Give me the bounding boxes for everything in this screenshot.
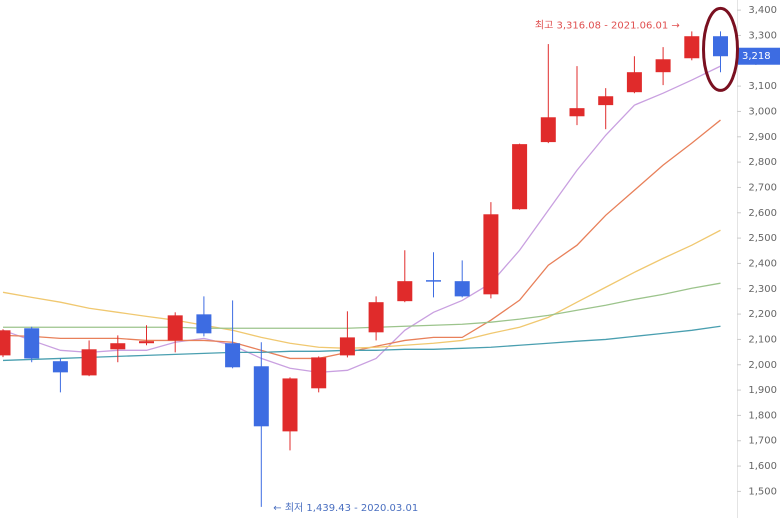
candle-body	[110, 343, 126, 350]
y-tick-label: 2,800	[748, 157, 777, 168]
y-axis: 1,500 1,600 1,700 1,800 1,900 2,000 2,100 2,200…	[737, 5, 780, 497]
candle-body	[540, 117, 556, 143]
candle-body	[598, 96, 614, 106]
y-tick-label: 3,000	[748, 106, 777, 117]
y-tick-label: 2,000	[748, 360, 777, 371]
candle-body	[139, 341, 154, 344]
low-annotation: ← 최저 1,439.43 - 2020.03.01	[273, 502, 418, 514]
y-tick-label: 2,300	[748, 284, 777, 295]
candle-body	[512, 144, 528, 210]
last-price-tag	[738, 47, 780, 65]
candle-body	[483, 214, 499, 295]
candle-body	[397, 281, 413, 302]
y-tick-label: 2,400	[748, 258, 777, 269]
highlight-ring	[702, 6, 739, 92]
candle-body	[253, 366, 269, 427]
last-price-label: 3,218	[742, 51, 771, 62]
moving-average-line	[2, 325, 721, 362]
candle-body	[282, 378, 298, 432]
y-tick-label: 1,700	[748, 436, 777, 447]
y-tick-label: 3,300	[748, 30, 777, 41]
moving-average-line	[2, 65, 721, 374]
y-tick-label: 1,900	[748, 385, 777, 396]
candle-body	[196, 314, 212, 334]
y-tick-label: 3,100	[748, 81, 777, 92]
moving-average-line	[3, 282, 721, 329]
candle-body	[713, 36, 728, 57]
y-tick-label: 1,600	[748, 461, 777, 472]
moving-average-line	[2, 119, 721, 360]
candle-body	[655, 59, 671, 73]
candle-body	[0, 330, 11, 356]
high-annotation: 최고 3,316.08 - 2021.06.01 →	[535, 19, 680, 31]
candle-body	[684, 36, 700, 59]
y-tick-label: 1,500	[748, 486, 777, 497]
candle-body	[626, 72, 642, 93]
y-tick-label: 1,800	[748, 410, 777, 421]
y-tick-label: 2,600	[748, 208, 777, 219]
candle-body	[339, 337, 355, 356]
candle-body	[569, 108, 585, 117]
y-tick-label: 3,400	[748, 5, 777, 16]
candle-body	[81, 349, 97, 376]
candle-body	[311, 357, 327, 389]
candle-body	[454, 281, 470, 297]
y-tick-label: 2,900	[748, 132, 777, 143]
candle-body	[368, 302, 384, 333]
plot-area	[0, 31, 728, 507]
y-tick-label: 2,100	[748, 334, 777, 345]
candle-body	[426, 280, 441, 282]
candle-body	[24, 328, 40, 359]
candle-body	[167, 315, 183, 341]
moving-average-line	[2, 229, 721, 349]
candle-body	[52, 361, 68, 373]
y-tick-label: 2,700	[748, 182, 777, 193]
candle-body	[225, 343, 241, 368]
y-tick-label: 2,500	[748, 233, 777, 244]
y-tick-label: 2,200	[748, 309, 777, 320]
